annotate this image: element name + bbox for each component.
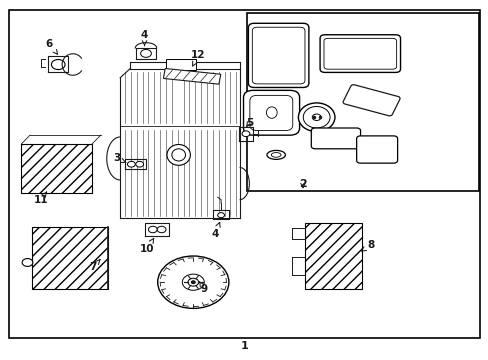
Text: 11: 11 — [33, 192, 48, 205]
Text: 5: 5 — [245, 118, 252, 128]
Ellipse shape — [217, 213, 224, 218]
Ellipse shape — [51, 59, 65, 69]
Text: 9: 9 — [199, 282, 208, 294]
FancyBboxPatch shape — [249, 95, 292, 131]
Text: 12: 12 — [190, 50, 205, 66]
Ellipse shape — [242, 131, 249, 136]
Ellipse shape — [171, 149, 185, 161]
Bar — [163, 68, 221, 84]
Text: 7: 7 — [89, 260, 100, 272]
Ellipse shape — [191, 281, 195, 284]
Ellipse shape — [127, 161, 135, 167]
FancyBboxPatch shape — [248, 23, 308, 87]
Bar — [166, 59, 195, 69]
Ellipse shape — [158, 256, 228, 309]
Text: 6: 6 — [46, 39, 58, 54]
Ellipse shape — [157, 226, 165, 233]
Ellipse shape — [182, 274, 204, 290]
FancyBboxPatch shape — [243, 90, 299, 135]
Ellipse shape — [187, 278, 198, 286]
Ellipse shape — [312, 114, 321, 121]
Ellipse shape — [136, 161, 143, 167]
Ellipse shape — [22, 258, 33, 266]
Ellipse shape — [141, 49, 151, 57]
Text: 8: 8 — [361, 239, 374, 251]
Ellipse shape — [166, 144, 190, 165]
Text: 10: 10 — [140, 238, 154, 254]
Ellipse shape — [148, 226, 157, 233]
Ellipse shape — [266, 107, 277, 118]
FancyBboxPatch shape — [320, 35, 400, 72]
Ellipse shape — [298, 103, 334, 132]
Text: 4: 4 — [211, 222, 220, 239]
Bar — [21, 144, 92, 193]
FancyBboxPatch shape — [311, 128, 360, 149]
FancyBboxPatch shape — [324, 39, 396, 69]
FancyBboxPatch shape — [343, 85, 399, 116]
Bar — [246, 13, 478, 191]
FancyBboxPatch shape — [252, 27, 305, 84]
Bar — [305, 223, 361, 289]
Text: 1: 1 — [240, 341, 248, 351]
Ellipse shape — [303, 107, 329, 128]
FancyBboxPatch shape — [356, 136, 397, 163]
Text: 3: 3 — [113, 153, 125, 163]
Bar — [32, 226, 108, 289]
Ellipse shape — [271, 153, 281, 157]
Text: 4: 4 — [141, 30, 148, 45]
Text: 2: 2 — [299, 179, 306, 189]
Ellipse shape — [266, 150, 285, 159]
